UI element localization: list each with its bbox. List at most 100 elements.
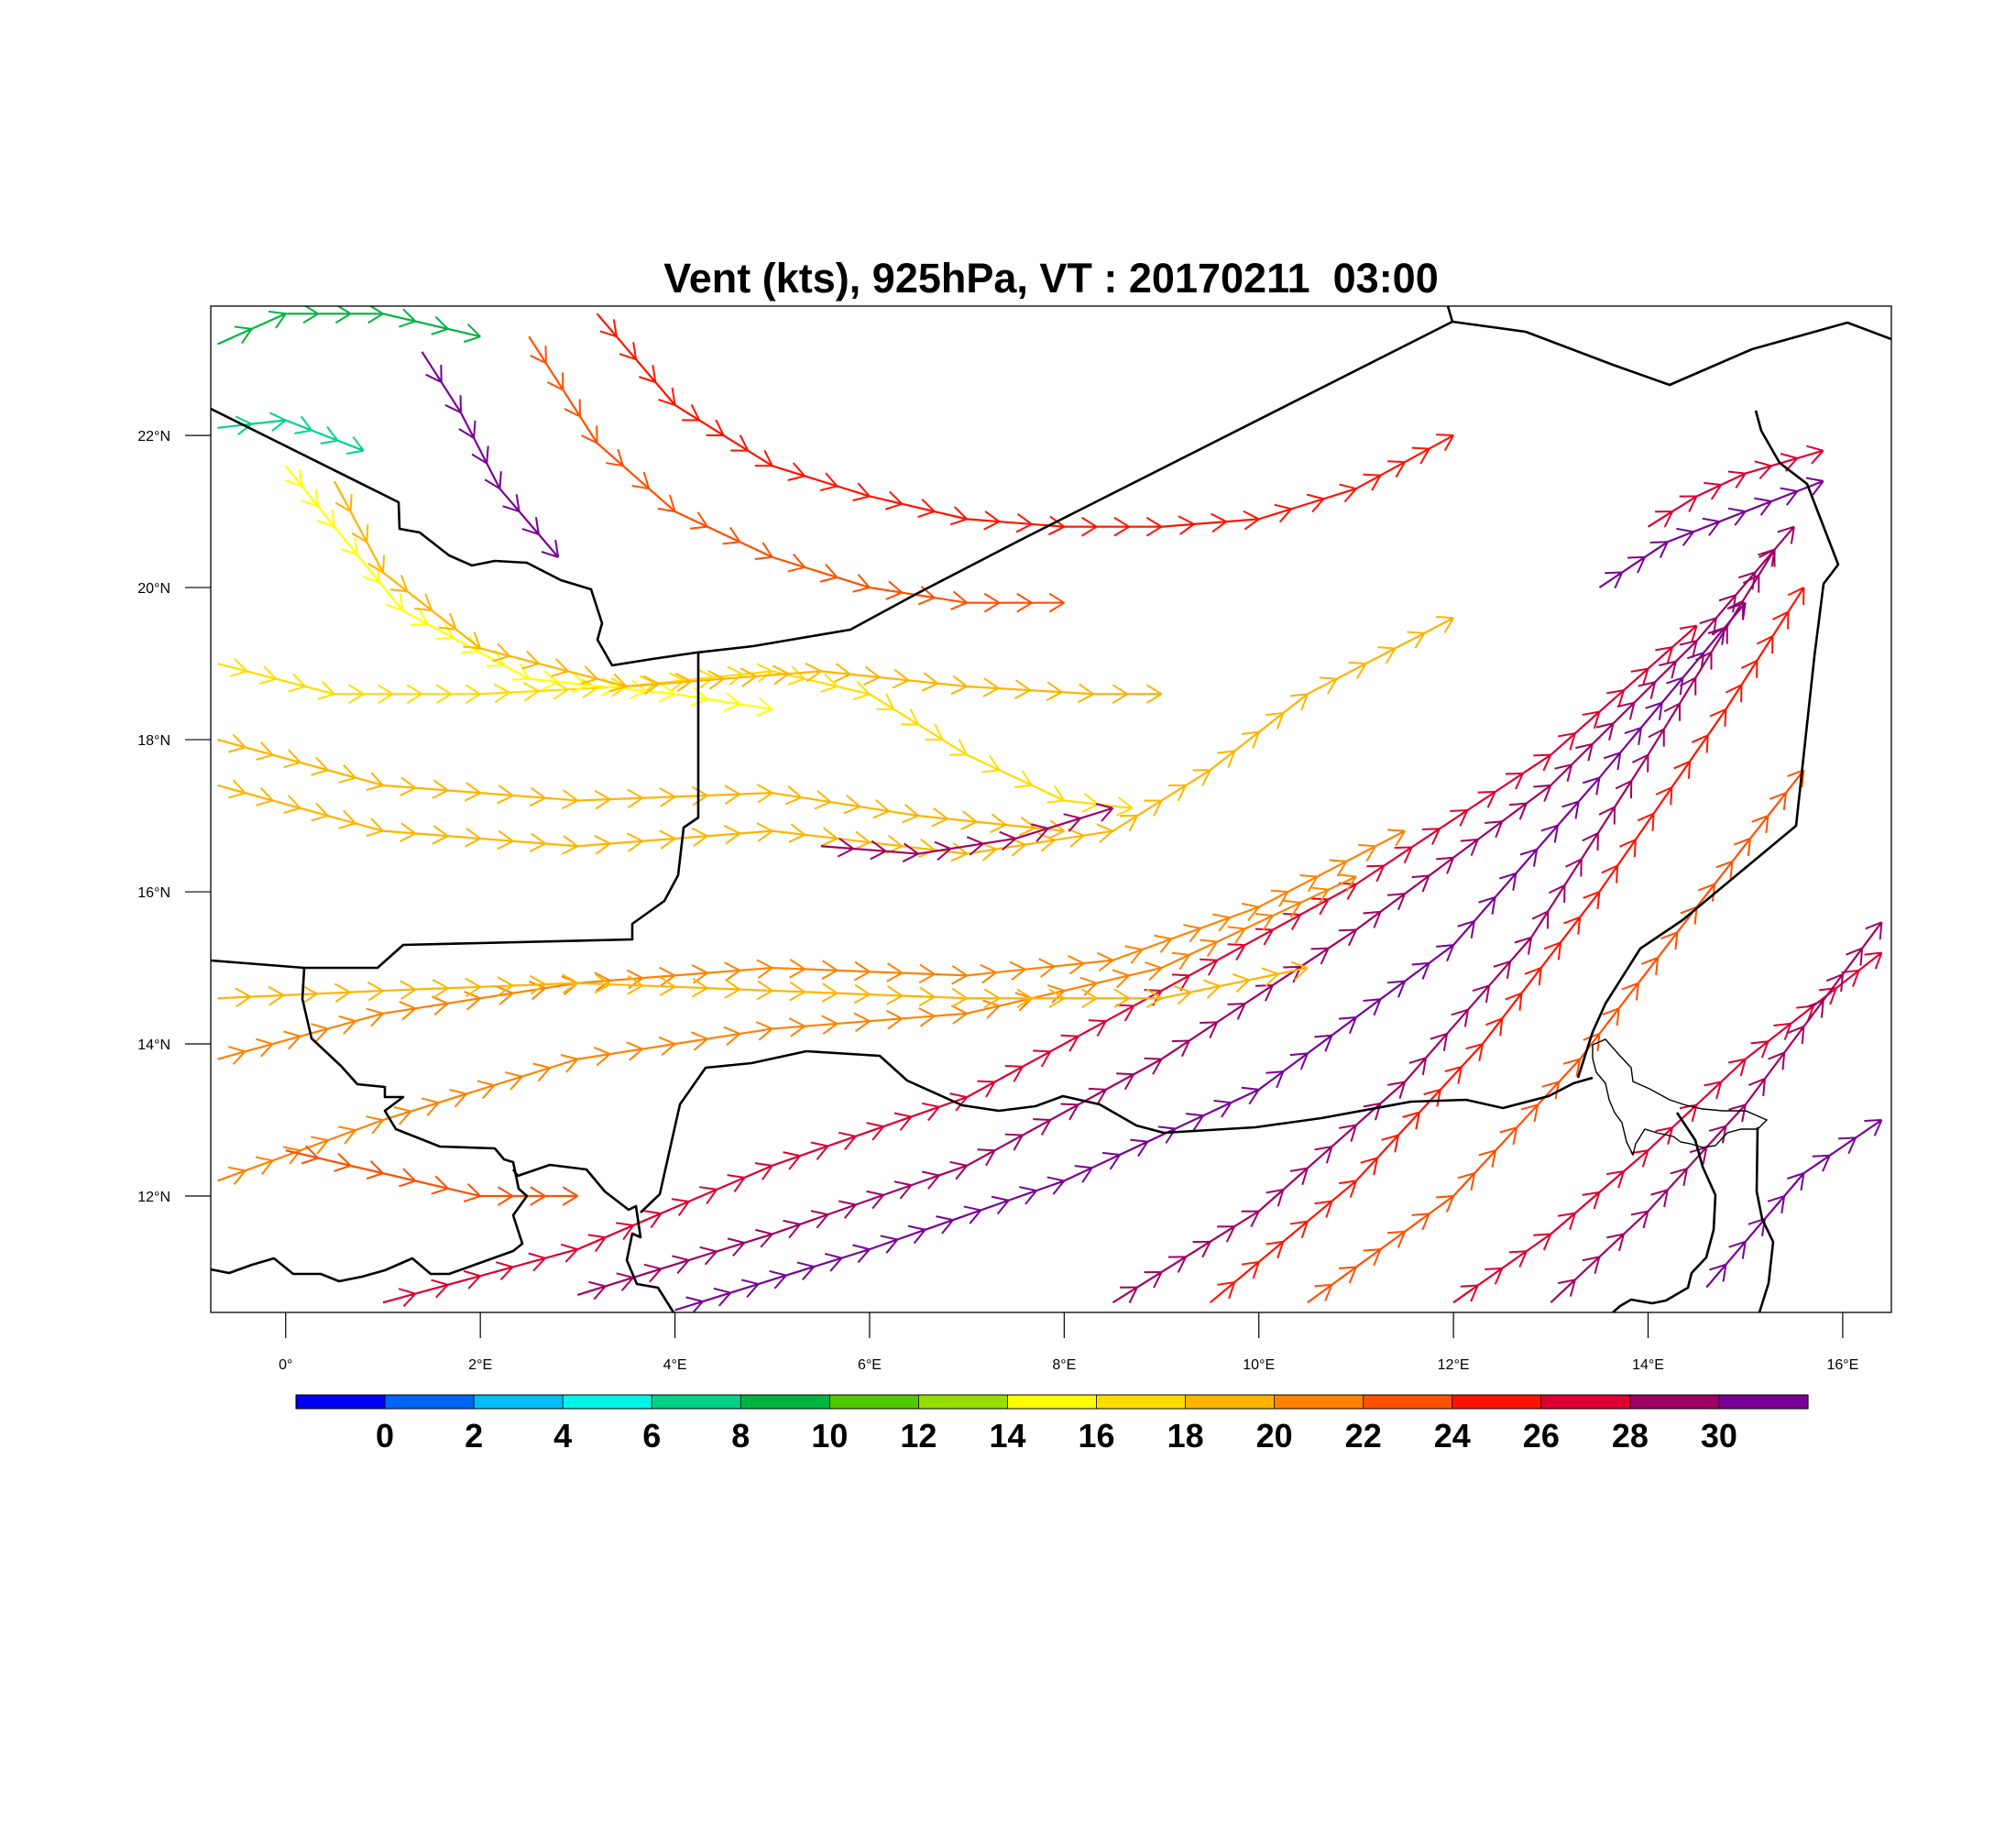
wind-arrow	[708, 677, 725, 690]
wind-arrow	[1248, 1089, 1260, 1105]
wind-arrow	[482, 1084, 496, 1100]
wind-arrow	[1732, 595, 1737, 613]
wind-arrow	[1782, 793, 1787, 811]
wind-arrow	[991, 1195, 1009, 1202]
wind-arrow	[1470, 1285, 1479, 1302]
wind-arrow	[399, 832, 416, 842]
wind-arrow	[1786, 490, 1799, 506]
wind-arrow	[466, 997, 481, 1011]
wind-arrow	[674, 672, 692, 683]
x-tick-label: 12°E	[1438, 1357, 1470, 1373]
wind-arrow	[1806, 445, 1824, 452]
wind-arrow	[310, 1136, 328, 1142]
wind-arrow	[1289, 1052, 1308, 1057]
wind-arrow	[739, 434, 750, 452]
wind-arrow	[1637, 556, 1646, 574]
wind-arrow	[334, 501, 352, 512]
wind-arrow	[232, 779, 247, 794]
wind-arrow	[1177, 1256, 1187, 1273]
wind-arrow	[1630, 1210, 1649, 1216]
wind-arrow	[1780, 453, 1798, 459]
wind-arrow	[642, 471, 651, 489]
colorbar-label: 2	[465, 1417, 483, 1454]
wind-arrow	[692, 977, 708, 990]
streamline	[217, 739, 1065, 832]
wind-arrow	[235, 415, 253, 425]
wind-arrow	[1702, 1147, 1708, 1165]
wind-arrow	[302, 313, 319, 324]
wind-arrow	[626, 969, 643, 979]
wind-arrow	[652, 365, 657, 383]
wind-arrow	[871, 1194, 884, 1210]
wind-arrow	[432, 979, 449, 990]
wind-arrow	[268, 994, 285, 1006]
wind-arrow	[1145, 988, 1163, 1000]
wind-arrow	[1189, 927, 1201, 943]
wind-arrow	[1343, 488, 1357, 503]
wind-arrow	[980, 963, 997, 973]
wind-arrow	[963, 1205, 981, 1212]
wind-arrow	[1011, 968, 1026, 982]
wind-arrow	[1048, 997, 1065, 1009]
wind-arrow	[426, 1102, 440, 1117]
wind-arrow	[1203, 979, 1221, 987]
wind-arrow	[952, 675, 968, 687]
wind-arrow	[918, 1007, 936, 1017]
wind-arrow	[593, 1046, 611, 1056]
wind-arrow	[1145, 525, 1163, 537]
wind-arrow	[1575, 742, 1594, 750]
wind-arrow	[1577, 916, 1582, 935]
wind-arrow	[787, 677, 805, 686]
wind-arrow	[294, 429, 312, 434]
wind-arrow	[367, 981, 384, 992]
wind-arrow	[949, 518, 968, 526]
wind-arrow	[463, 645, 481, 650]
wind-arrow	[1790, 526, 1795, 544]
wind-arrow	[1227, 751, 1236, 768]
wind-arrow	[643, 1263, 662, 1270]
wind-arrow	[886, 962, 903, 974]
wind-arrow	[1459, 809, 1469, 827]
wind-arrow	[371, 1119, 384, 1135]
wind-arrow	[1649, 541, 1668, 544]
wind-arrow	[1339, 483, 1357, 490]
wind-arrow	[1294, 967, 1309, 981]
wind-arrow	[1206, 941, 1219, 958]
wind-arrow	[1655, 646, 1673, 652]
wind-arrow	[463, 1195, 481, 1202]
wind-arrow	[1213, 1099, 1232, 1104]
wind-arrow	[933, 807, 948, 820]
wind-arrow	[320, 439, 338, 445]
wind-arrow	[1617, 1234, 1625, 1252]
wind-arrow	[1024, 1190, 1037, 1205]
wind-arrow	[726, 692, 740, 706]
wind-arrow	[370, 818, 384, 832]
wind-arrow	[1013, 689, 1031, 699]
wind-arrow	[1800, 1172, 1805, 1191]
wind-arrow	[1241, 902, 1259, 908]
wind-arrow	[724, 785, 740, 796]
wind-arrow	[1780, 1195, 1786, 1213]
wind-arrow	[955, 1165, 968, 1180]
wind-arrow	[1709, 708, 1726, 718]
wind-arrow	[643, 683, 660, 696]
wind-arrow	[757, 980, 773, 992]
wind-arrow	[1595, 722, 1614, 729]
wind-arrow	[922, 1170, 940, 1177]
wind-arrow	[757, 792, 773, 804]
wind-arrow	[431, 1279, 449, 1286]
wind-arrow	[1485, 820, 1503, 824]
wind-arrow	[805, 670, 822, 683]
wind-arrow	[931, 818, 948, 828]
wind-arrow	[1617, 689, 1625, 708]
wind-arrow	[1060, 1034, 1079, 1037]
colorbar-label: 18	[1167, 1417, 1204, 1454]
wind-arrow	[521, 663, 540, 670]
wind-arrow	[1840, 974, 1844, 993]
wind-streamlines	[216, 306, 1883, 1312]
wind-arrow	[958, 739, 969, 756]
wind-arrow	[824, 673, 838, 687]
wind-arrow	[886, 985, 903, 997]
wind-arrow	[852, 495, 871, 502]
wind-arrow	[627, 984, 643, 995]
